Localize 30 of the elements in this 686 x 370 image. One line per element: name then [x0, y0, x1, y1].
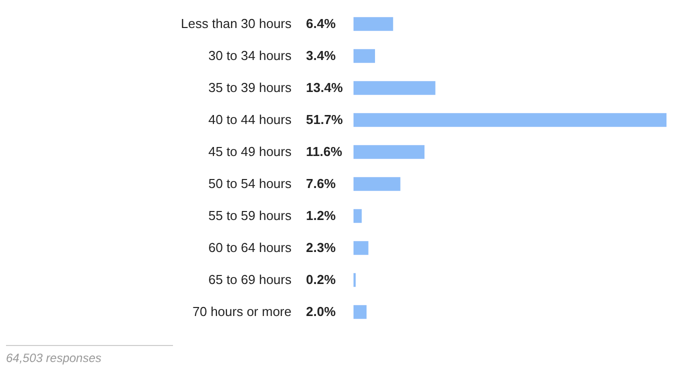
y-tick-label: 35 to 39 hours	[208, 80, 292, 95]
y-tick-label: 45 to 49 hours	[208, 144, 292, 159]
data-label: 0.2%	[306, 272, 336, 287]
bar	[354, 241, 368, 255]
data-label: 6.4%	[306, 16, 336, 31]
bar	[354, 113, 666, 127]
y-tick-label: 40 to 44 hours	[208, 112, 292, 127]
data-label: 2.0%	[306, 304, 336, 319]
data-label: 2.3%	[306, 240, 336, 255]
data-label: 51.7%	[306, 112, 344, 127]
bar	[354, 305, 367, 319]
data-label: 3.4%	[306, 48, 336, 63]
bar	[354, 145, 425, 159]
data-label: 1.2%	[306, 208, 336, 223]
y-tick-label: 60 to 64 hours	[208, 240, 292, 255]
data-label: 13.4%	[306, 80, 344, 95]
y-tick-label: 55 to 59 hours	[208, 208, 292, 223]
data-label: 7.6%	[306, 176, 336, 191]
data-label: 11.6%	[306, 144, 343, 159]
bar	[354, 81, 436, 95]
y-tick-label: 65 to 69 hours	[208, 272, 292, 287]
y-tick-label: 30 to 34 hours	[208, 48, 292, 63]
bar	[354, 49, 376, 63]
y-tick-label: Less than 30 hours	[180, 16, 292, 31]
bar	[354, 209, 362, 223]
bar	[354, 177, 400, 191]
y-tick-label: 50 to 54 hours	[208, 176, 292, 191]
y-tick-label: 70 hours or more	[192, 304, 292, 319]
text: 64,503 responses	[6, 351, 102, 365]
bar	[354, 17, 394, 31]
